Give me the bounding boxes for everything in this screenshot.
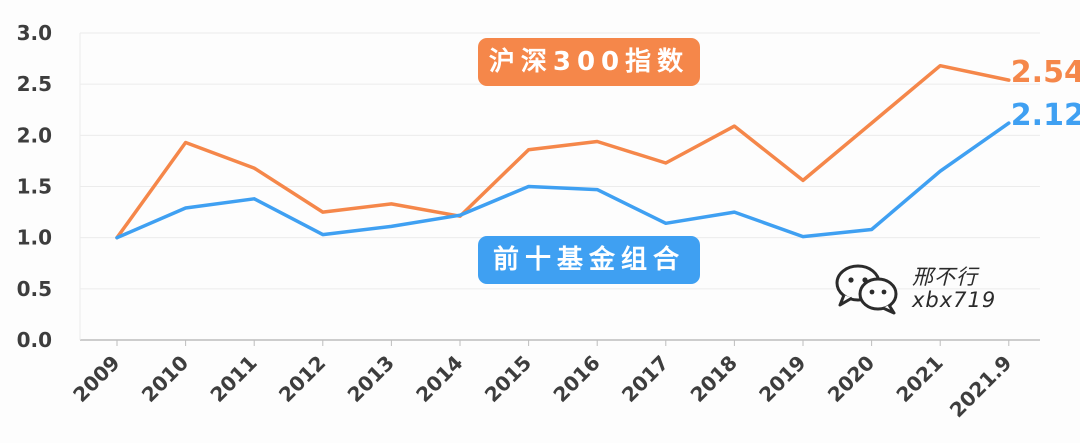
x-tick-label: 2010 <box>137 351 193 407</box>
x-tick-label: 2020 <box>823 351 879 407</box>
y-tick-label: 0.5 <box>17 277 52 301</box>
x-tick-label: 2018 <box>686 351 742 407</box>
watermark-name: 邢不行 <box>912 265 978 289</box>
y-tick-label: 1.0 <box>17 226 52 250</box>
y-tick-label: 0.0 <box>17 328 52 352</box>
watermark-id: xbx719 <box>912 288 997 312</box>
end-label-top10-fund: 2.12 <box>1011 98 1080 133</box>
y-tick-label: 2.0 <box>17 123 52 147</box>
legend-badge-top10-fund: 前十基金组合 <box>478 236 700 284</box>
x-tick-label: 2012 <box>274 351 330 407</box>
wechat-icon <box>835 264 898 315</box>
x-tick-label: 2019 <box>754 351 810 407</box>
series-line-csi300 <box>115 63 1011 240</box>
y-tick-label: 1.5 <box>17 175 52 199</box>
x-tick-label: 2015 <box>480 351 536 407</box>
x-tick-label: 2016 <box>548 351 604 407</box>
y-tick-label: 3.0 <box>17 21 52 45</box>
x-tick-label: 2011 <box>205 351 261 407</box>
y-axis-ticks: 0.0 0.5 1.0 1.5 2.0 2.5 3.0 <box>17 21 52 352</box>
series-lines <box>115 63 1011 240</box>
x-tick-label: 2014 <box>411 351 467 407</box>
x-tick-label: 2021.9 <box>945 351 1017 423</box>
x-tick-label: 2013 <box>343 351 399 407</box>
series-line-top10-fund <box>115 121 1011 240</box>
legend-badge-csi300: 沪深300指数 <box>478 38 700 86</box>
x-tick-label: 2009 <box>68 351 124 407</box>
end-label-csi300: 2.54 <box>1011 55 1080 90</box>
y-tick-label: 2.5 <box>17 72 52 96</box>
x-axis-ticks: 2009 2010 2011 2012 2013 2014 2015 2016 2017 2018… <box>68 340 1016 422</box>
end-labels: 2.54 2.12 <box>1011 55 1080 133</box>
x-tick-label: 2017 <box>617 351 673 407</box>
x-tick-label: 2021 <box>891 351 947 407</box>
